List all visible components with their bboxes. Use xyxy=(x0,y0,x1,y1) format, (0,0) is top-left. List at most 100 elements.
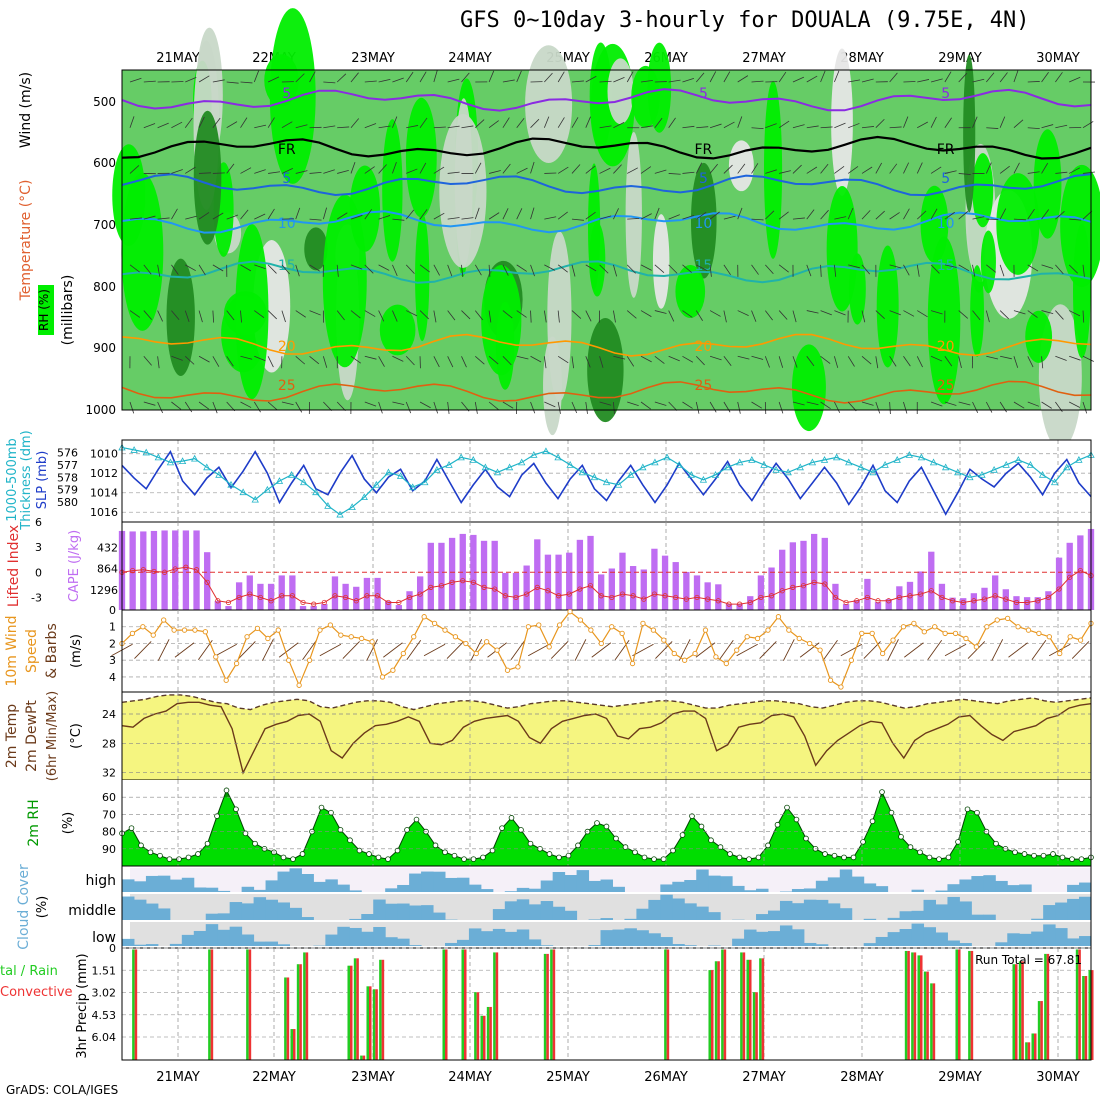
thickness-tick-label: 578 xyxy=(57,471,78,484)
cloud-cell xyxy=(672,944,684,946)
precip-label-conv: Convective xyxy=(0,985,73,1000)
cloud-cell xyxy=(505,932,517,946)
wind10-point xyxy=(724,661,728,665)
wind10-point xyxy=(412,635,416,639)
cloud-cell xyxy=(301,874,313,892)
rh-region xyxy=(981,230,996,293)
precip-tick-label: 3.02 xyxy=(92,987,117,1000)
precip-conv-bar xyxy=(211,949,214,1060)
rh2m-point xyxy=(1051,852,1056,857)
precip-total-bar xyxy=(715,961,718,1060)
rh-region xyxy=(831,49,853,196)
date-label-bottom: 29MAY xyxy=(938,1070,982,1085)
rh2m-point xyxy=(709,838,714,843)
precip-conv-bar xyxy=(1021,961,1024,1060)
cloud-cell xyxy=(1079,936,1091,946)
precip-total-bar xyxy=(924,972,927,1060)
cloud-cell xyxy=(864,943,876,946)
wind10-point xyxy=(203,630,207,634)
cloud-cell xyxy=(445,943,457,946)
cloud-cell xyxy=(888,918,900,920)
rh2m-point xyxy=(547,852,552,857)
rh2m-point xyxy=(1041,853,1046,858)
cloud-cell xyxy=(397,939,409,946)
cloud-cell xyxy=(971,876,983,892)
cloud-cell xyxy=(313,882,325,892)
precip-total-bar xyxy=(955,949,958,1060)
wind10-tick-label: 1 xyxy=(109,621,116,634)
cloud-cell xyxy=(457,940,469,946)
wind10-point xyxy=(766,628,770,632)
wind10-point xyxy=(1047,635,1051,639)
wind10-point xyxy=(1058,651,1062,655)
cape-bar xyxy=(566,553,572,610)
wind10-point xyxy=(1026,628,1030,632)
cloud-cell xyxy=(266,942,278,946)
precip-conv-bar xyxy=(135,949,138,1060)
cloud-cell xyxy=(517,929,529,946)
cloud-row-label: high xyxy=(85,873,116,889)
contour-label: 15 xyxy=(694,258,712,274)
rh2m-point xyxy=(177,857,182,862)
rh-region xyxy=(607,58,633,124)
cloud-cell xyxy=(457,878,469,892)
cloud-cell xyxy=(230,902,242,920)
cloud-cell xyxy=(1007,933,1019,946)
rh2m-point xyxy=(794,817,799,822)
precip-total-bar xyxy=(1012,964,1015,1060)
cloud-cell xyxy=(601,930,613,946)
cloud-cell xyxy=(864,883,876,892)
wind10-point xyxy=(797,636,801,640)
rh-region xyxy=(729,140,754,191)
cloud-cell xyxy=(1031,919,1043,920)
cloud-cell xyxy=(218,930,230,946)
cloud-cell xyxy=(708,912,720,920)
wind10-point xyxy=(224,678,228,682)
thickness-tick-label: 577 xyxy=(57,459,78,472)
rh2m-point xyxy=(300,852,305,857)
precip-conv-bar xyxy=(306,952,309,1060)
cape-bar xyxy=(587,536,593,610)
rh2m-unit: (%) xyxy=(61,812,76,835)
wind10-point xyxy=(964,636,968,640)
cloud-cell xyxy=(541,881,553,892)
lifted-tick-label: 3 xyxy=(35,541,42,554)
wind10-point xyxy=(933,625,937,629)
wind10-point xyxy=(610,625,614,629)
cloud-cell xyxy=(505,901,517,920)
cloud-cell xyxy=(601,918,613,920)
rh2m-point xyxy=(528,841,533,846)
precip-total-bar xyxy=(544,954,547,1060)
cloud-cell xyxy=(804,943,816,946)
contour-label: 25 xyxy=(937,378,955,394)
rh2m-point xyxy=(614,836,619,841)
wind10-label-3: & Barbs xyxy=(44,623,60,679)
rh2m-tick-label: 90 xyxy=(102,843,116,856)
precip-conv-bar xyxy=(755,992,758,1060)
cape-bar xyxy=(225,606,231,610)
rh2m-point xyxy=(604,824,609,829)
cape-bar xyxy=(662,556,668,610)
contour-label: 20 xyxy=(278,339,296,355)
rh-region xyxy=(415,213,429,341)
rh2m-point xyxy=(376,855,381,860)
wind10-point xyxy=(432,621,436,625)
cloud-cell xyxy=(266,880,278,892)
cloud-cell xyxy=(768,931,780,946)
thickness-label-b: Thickness (dm) xyxy=(19,430,34,530)
wind10-label-2: Speed xyxy=(24,629,40,673)
date-label-bottom: 23MAY xyxy=(351,1070,395,1085)
cape-bar xyxy=(577,540,583,610)
wind10-point xyxy=(839,685,843,689)
wind10-point xyxy=(870,631,874,635)
wind10-point xyxy=(755,636,759,640)
precip-total-bar xyxy=(1019,961,1022,1060)
cloud-cell xyxy=(828,903,840,920)
cloud-cell xyxy=(385,904,397,920)
precip-total-bar xyxy=(930,983,933,1060)
cape-bar xyxy=(598,574,604,610)
precip-total-bar xyxy=(208,949,211,1060)
cloud-cell xyxy=(840,869,852,892)
cloud-cell xyxy=(481,931,493,946)
